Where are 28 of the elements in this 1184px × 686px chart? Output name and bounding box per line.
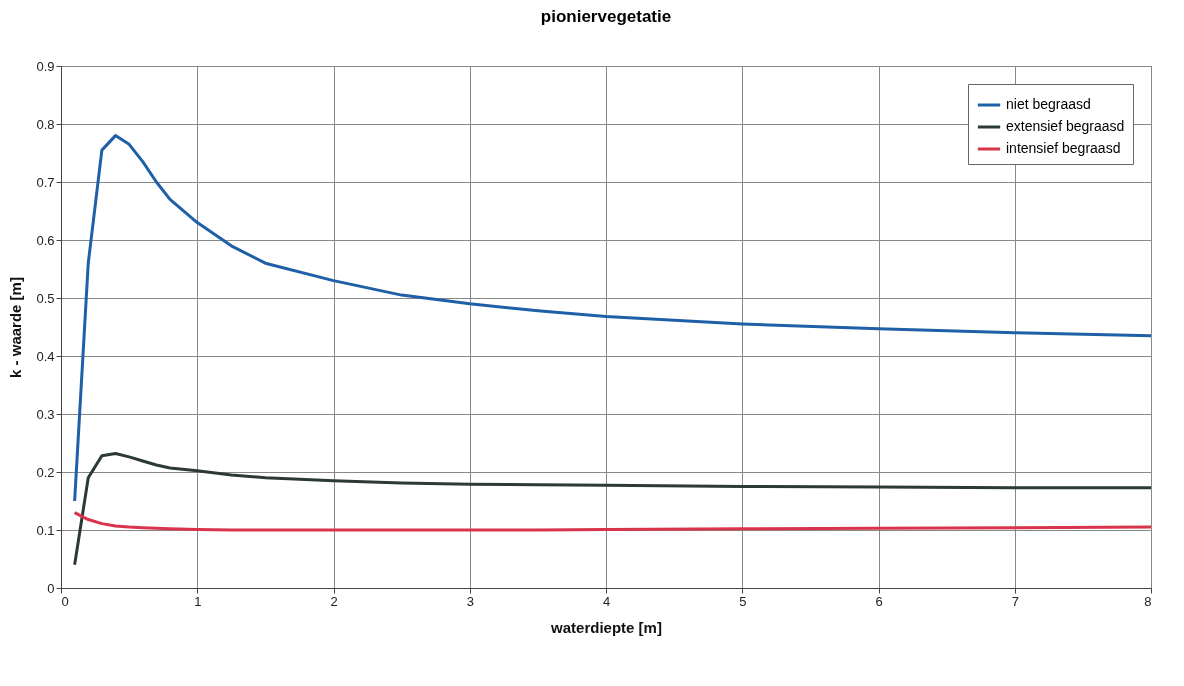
x-tick-label: 6 — [875, 593, 883, 609]
y-tick-label: 0.2 — [36, 464, 55, 480]
y-tick-label: 0.8 — [36, 116, 55, 132]
line-series — [73, 511, 1151, 532]
x-tick-label: 2 — [330, 593, 338, 609]
chart-title: pioniervegetatie — [540, 7, 672, 26]
x-tick-label: 0 — [61, 593, 69, 609]
y-tick-label: 0.1 — [36, 522, 55, 538]
line-series — [73, 451, 1151, 567]
x-tick-label: 7 — [1011, 593, 1019, 609]
x-axis-title: waterdiepte [m] — [550, 618, 662, 636]
legend-label: intensief begraasd — [1006, 140, 1121, 156]
y-tick-label: 0.4 — [36, 348, 55, 364]
legend-label: niet begraasd — [1006, 96, 1091, 112]
y-tick-label: 0.5 — [36, 290, 55, 306]
y-tick-label: 0.9 — [36, 58, 55, 74]
x-tick-label: 8 — [1144, 593, 1152, 609]
y-tick-label: 0 — [47, 580, 55, 596]
y-axis-title: k - waarde [m] — [7, 277, 25, 378]
y-tick-label: 0.3 — [36, 406, 55, 422]
legend-label: extensief begraasd — [1006, 118, 1125, 134]
x-tick-label: 5 — [739, 593, 747, 609]
y-tick-label: 0.6 — [36, 232, 55, 248]
x-tick-label: 1 — [194, 593, 202, 609]
x-tick-label: 3 — [466, 593, 474, 609]
y-tick-label: 0.7 — [36, 174, 55, 190]
line-series — [73, 134, 1151, 503]
x-tick-label: 4 — [602, 593, 611, 609]
